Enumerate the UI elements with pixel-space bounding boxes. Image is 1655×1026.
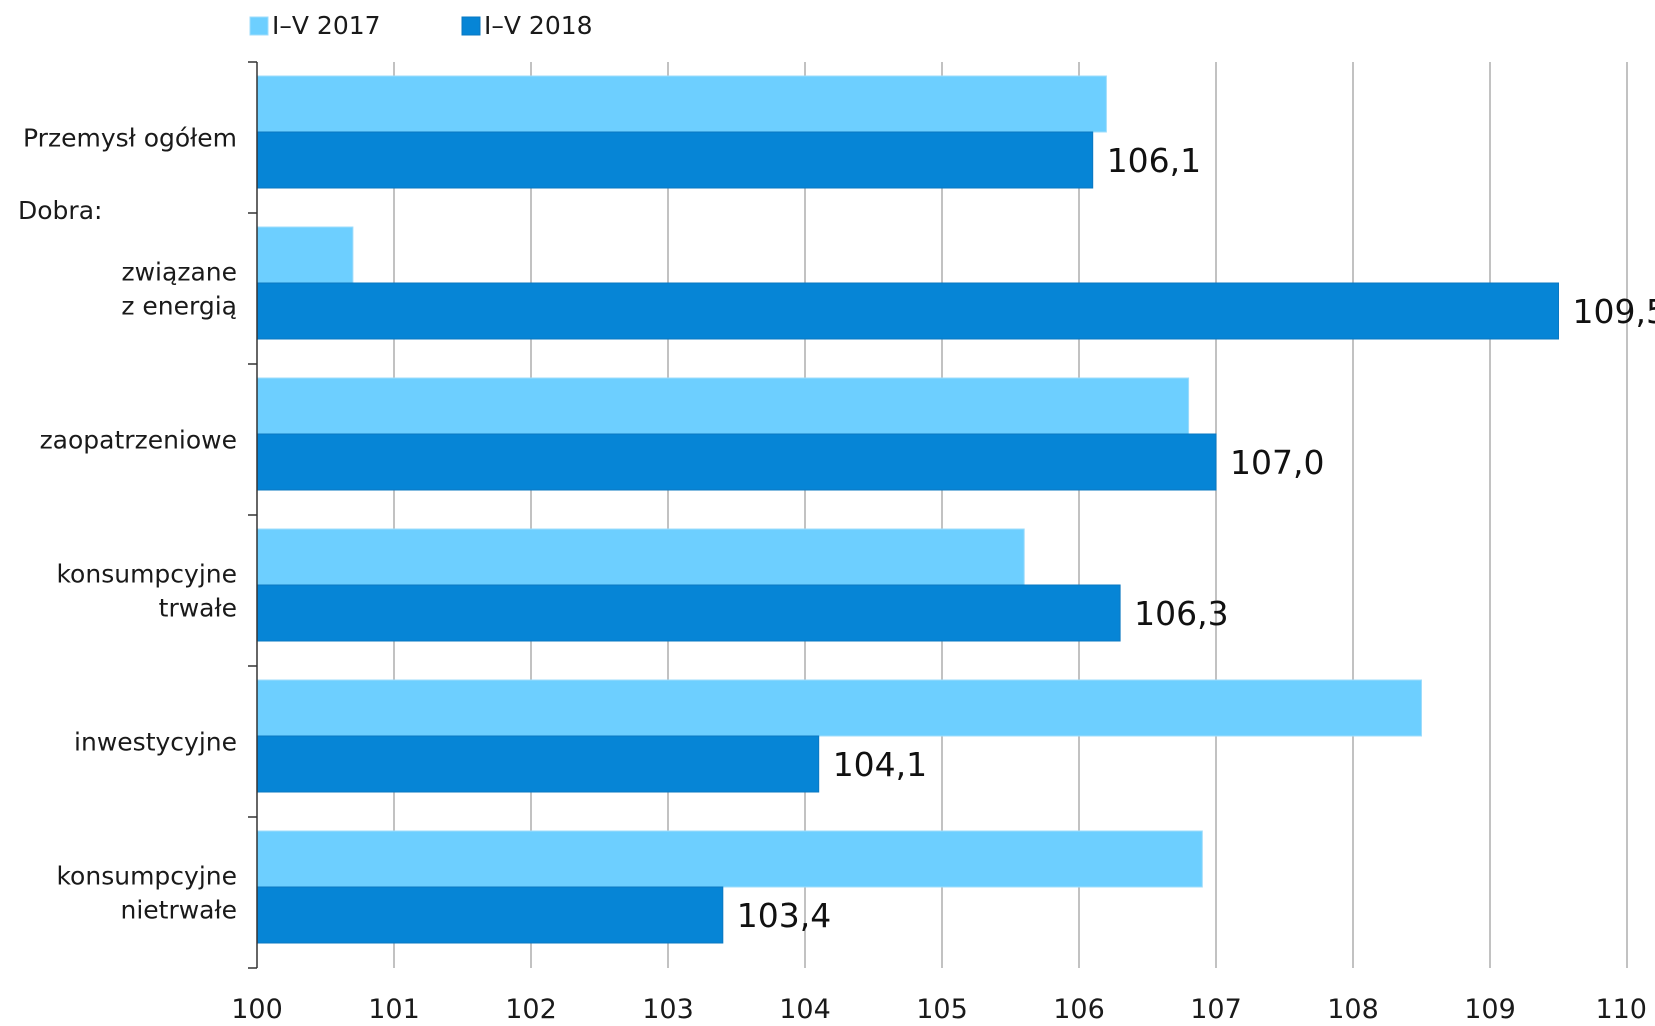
bar-series2: [256, 584, 1121, 642]
data-label: 109,5: [1573, 292, 1655, 331]
legend-swatch: [461, 16, 481, 36]
data-label: 106,3: [1134, 594, 1228, 633]
category-label: Przemysł ogółem: [23, 124, 237, 153]
legend-label: I–V 2018: [484, 11, 593, 40]
x-tick-label: 103: [642, 994, 694, 1025]
category-label: inwestycyjne: [74, 728, 237, 757]
bar-series1: [256, 679, 1422, 737]
x-tick-label: 102: [505, 994, 557, 1025]
x-tick-label: 108: [1327, 994, 1379, 1025]
legend-swatch: [249, 16, 269, 36]
x-tick-label: 100: [231, 994, 283, 1025]
x-tick-label: 101: [368, 994, 420, 1025]
bar-series1: [256, 528, 1025, 586]
bar-series2: [256, 131, 1094, 189]
category-label: związane: [121, 258, 237, 287]
group-header: Dobra:: [18, 196, 102, 225]
grid-lines: [393, 62, 1628, 968]
x-tick-label: 105: [916, 994, 968, 1025]
bars: [256, 75, 1559, 944]
bar-series1: [256, 830, 1203, 888]
bar-series2: [256, 433, 1217, 491]
bar-series1: [256, 75, 1107, 133]
x-tick-label: 104: [779, 994, 831, 1025]
data-label: 106,1: [1107, 141, 1201, 180]
category-label: trwałe: [159, 594, 237, 623]
category-label: z energią: [121, 292, 237, 321]
category-label: zaopatrzeniowe: [40, 426, 237, 455]
x-tick-label: 106: [1053, 994, 1105, 1025]
x-tick-label: 109: [1464, 994, 1516, 1025]
category-label: nietrwałe: [120, 896, 237, 925]
bar-series2: [256, 886, 724, 944]
axes: 100 101 102 103 104 105 106 107 108 109 110: [231, 61, 1647, 1025]
bar-series1: [256, 226, 354, 284]
labels: 106,1 109,5 107,0 106,3 104,1 103,4 Przemysł o…: [18, 124, 1655, 936]
data-label: 103,4: [737, 896, 831, 935]
bar-series1: [256, 377, 1190, 435]
x-tick-label: 110: [1595, 994, 1647, 1025]
legend: I–V 2017 I–V 2018: [249, 11, 593, 40]
category-label: konsumpcyjne: [56, 560, 237, 589]
x-tick-label: 107: [1190, 994, 1242, 1025]
data-label: 107,0: [1230, 443, 1324, 482]
data-label: 104,1: [833, 745, 927, 784]
bar-series2: [256, 735, 820, 793]
bar-series2: [256, 282, 1559, 340]
category-label: konsumpcyjne: [56, 862, 237, 891]
legend-label: I–V 2017: [272, 11, 381, 40]
